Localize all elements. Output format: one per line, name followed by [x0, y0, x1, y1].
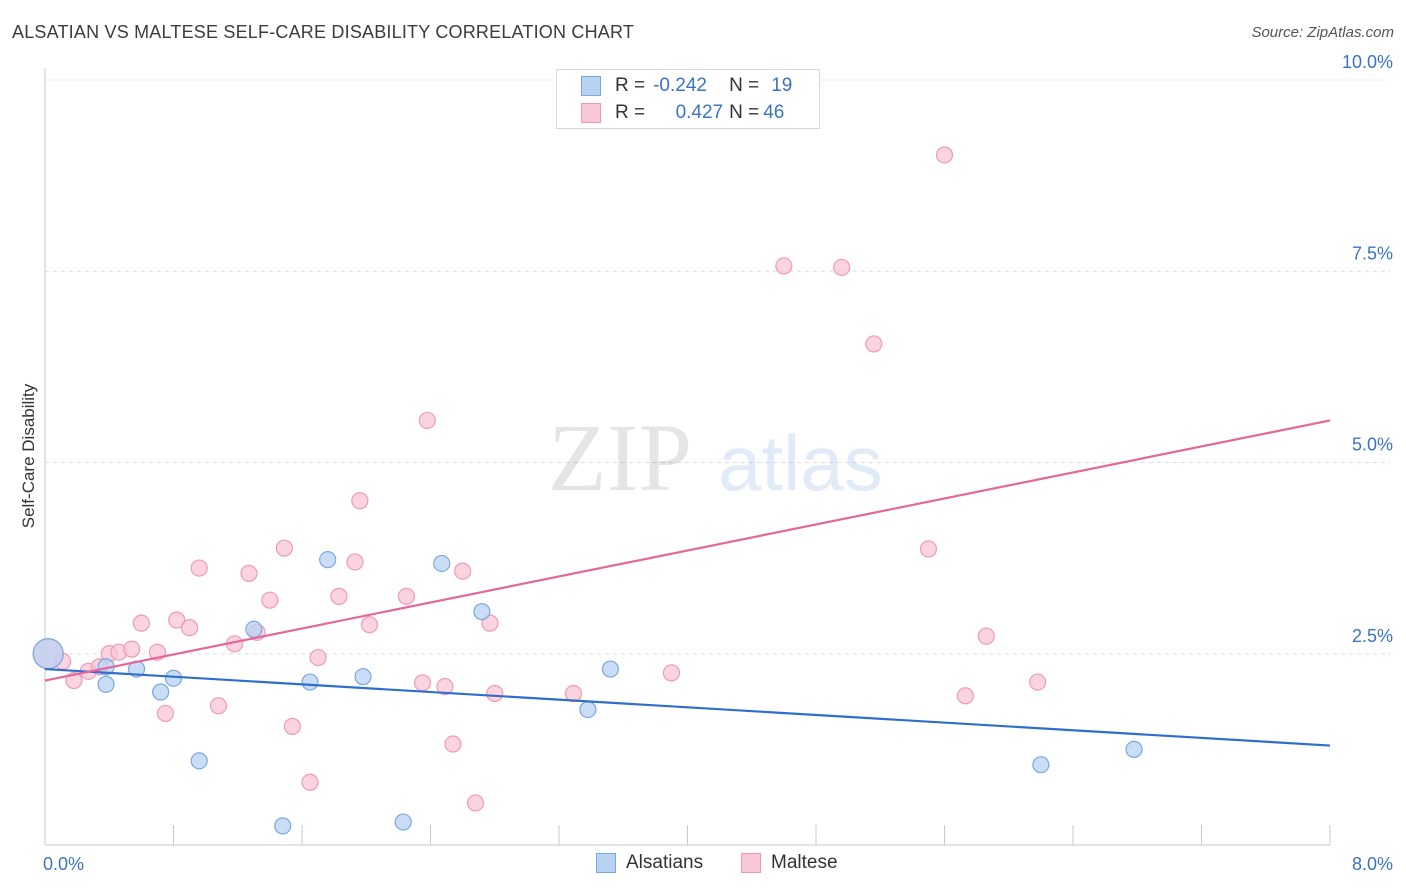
alsatian-point: [473, 603, 491, 621]
maltese-points: [32, 146, 1047, 812]
maltese-swatch: [581, 103, 601, 123]
alsatian-point: [32, 638, 64, 670]
maltese-point: [956, 687, 974, 705]
alsatian-point: [245, 620, 263, 638]
maltese-point: [466, 794, 485, 812]
maltese-point: [123, 640, 141, 658]
axes: [44, 68, 1331, 846]
alsatian-point: [1125, 740, 1143, 758]
maltese-point: [190, 559, 208, 577]
maltese-point: [413, 674, 432, 692]
alsatian-point: [354, 668, 372, 686]
alsatian-point: [301, 673, 319, 691]
maltese-point: [977, 627, 995, 645]
tick-labels: 2.5% 5.0% 7.5% 10.0% 0.0% 8.0%: [43, 52, 1393, 874]
watermark-atlas: atlas: [718, 419, 883, 507]
maltese-point: [275, 539, 293, 557]
maltese-point: [283, 717, 301, 736]
source-credit: Source: ZipAtlas.com: [1251, 24, 1394, 41]
y-tick-label: 10.0%: [1342, 52, 1393, 72]
maltese-point: [240, 564, 258, 583]
stats-legend: R = -0.242 N = 19 R = 0.427 N = 46: [556, 69, 820, 129]
x-tick-label: 0.0%: [43, 854, 84, 874]
alsatian-points: [32, 551, 1143, 835]
maltese-point: [436, 678, 454, 696]
alsatian-point: [319, 551, 337, 569]
y-tick-label: 2.5%: [1352, 626, 1393, 646]
maltese-point: [865, 335, 883, 353]
maltese-point: [775, 257, 793, 275]
r-value: -0.242: [653, 75, 707, 96]
y-tick-label: 7.5%: [1352, 243, 1393, 263]
maltese-point: [346, 553, 364, 571]
maltese-point: [156, 704, 175, 723]
alsatian-point: [274, 817, 292, 835]
n-value: 19: [771, 75, 793, 96]
maltese-point: [168, 611, 186, 629]
legend-row-maltese: R = 0.427 N = 46: [581, 100, 784, 126]
n-value: 46: [763, 102, 785, 123]
maltese-point: [132, 614, 150, 632]
r-label: R =: [615, 75, 646, 96]
maltese-point: [397, 587, 416, 605]
maltese-legend-swatch: [741, 853, 761, 873]
alsatian-point: [601, 660, 620, 678]
alsatian-point: [1032, 756, 1050, 774]
legend-item-alsatians: Alsatians: [596, 852, 703, 874]
y-tick-label: 5.0%: [1352, 435, 1393, 455]
maltese-point: [919, 540, 938, 558]
alsatian-point: [164, 669, 183, 687]
r-value: 0.427: [675, 102, 724, 123]
maltese-point: [261, 591, 279, 609]
maltese-point: [180, 619, 199, 637]
alsatian-point: [152, 683, 170, 701]
alsatian-point: [97, 675, 115, 693]
maltese-point: [454, 562, 472, 580]
maltese-point: [351, 492, 369, 510]
maltese-point: [209, 697, 228, 715]
maltese-trend-line: [44, 419, 1331, 682]
alsatian-swatch: [581, 76, 601, 96]
alsatian-point: [579, 700, 597, 719]
chart-title: ALSATIAN VS MALTESE SELF-CARE DISABILITY…: [12, 22, 635, 42]
n-label: N =: [729, 75, 760, 96]
r-label: R =: [615, 102, 646, 123]
legend-item-maltese: Maltese: [741, 852, 838, 874]
maltese-point: [330, 587, 348, 605]
alsatian-point: [190, 752, 208, 770]
maltese-point: [301, 773, 319, 791]
y-axis-label: Self-Care Disability: [19, 383, 38, 528]
x-tick-label: 8.0%: [1352, 854, 1393, 874]
alsatian-legend-swatch: [596, 853, 616, 873]
maltese-point: [833, 258, 851, 277]
watermark-zip: ZIP: [548, 404, 692, 511]
maltese-point: [486, 684, 504, 703]
maltese-point: [935, 146, 954, 164]
alsatian-point: [433, 554, 451, 573]
maltese-point: [444, 735, 462, 753]
legend-row-alsatians: R = -0.242 N = 19: [581, 73, 792, 99]
maltese-point: [418, 411, 436, 430]
maltese-point: [360, 616, 379, 634]
alsatian-point: [394, 813, 412, 831]
alsatian-trend-line: [44, 667, 1331, 747]
alsatian-legend-label: Alsatians: [626, 852, 704, 873]
maltese-point: [662, 664, 681, 682]
maltese-point: [1029, 673, 1047, 691]
maltese-point: [309, 648, 327, 667]
maltese-legend-label: Maltese: [771, 852, 838, 873]
n-label: N =: [729, 102, 760, 123]
trend-lines: [44, 419, 1331, 747]
